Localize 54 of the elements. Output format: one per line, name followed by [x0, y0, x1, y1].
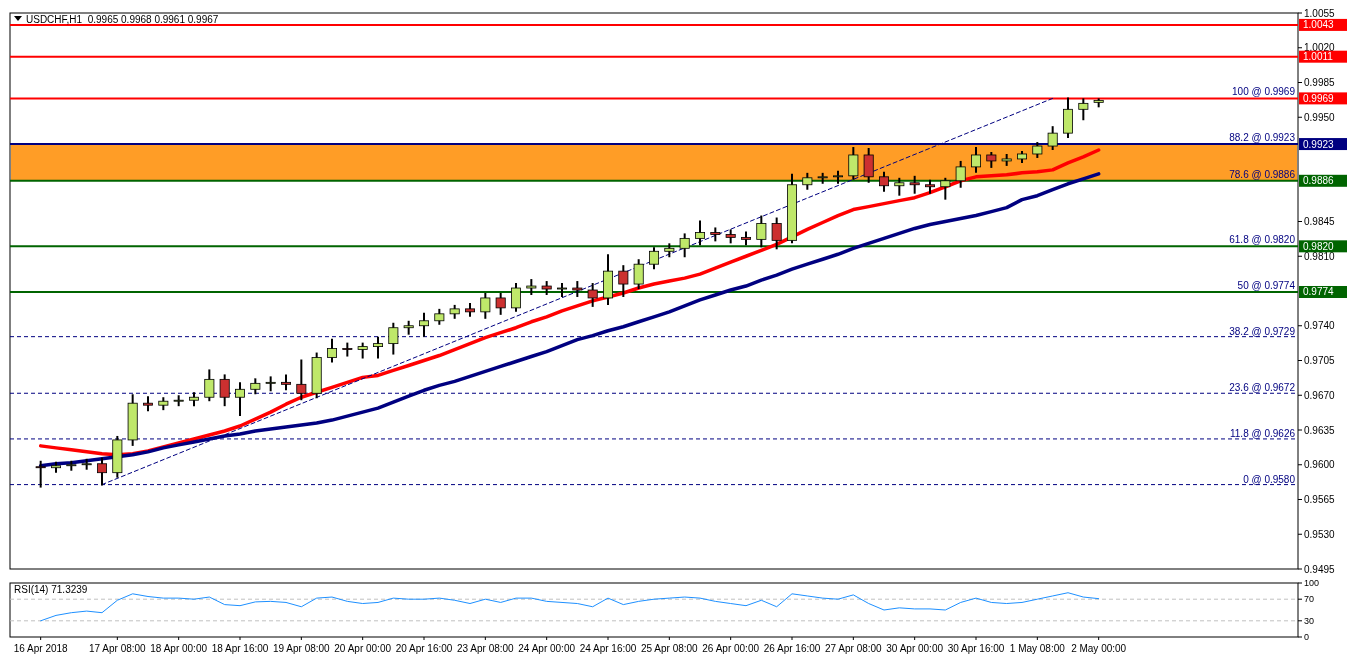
y-tick-label: 0: [1304, 632, 1310, 643]
y-tick-label: 0.9845: [1304, 216, 1336, 227]
y-tick-label: 70: [1304, 594, 1315, 605]
ref-line-label: 0.9774: [1303, 286, 1335, 298]
ref-line-label: 0.9820: [1303, 240, 1335, 252]
x-tick-label: 30 Apr 00:00: [886, 643, 944, 654]
chart-title: RSI(14) 71.3239: [14, 584, 88, 595]
y-tick-label: 0.9810: [1304, 250, 1336, 262]
chart-title: USDCHF,H1 0.9965 0.9968 0.9961 0.9967: [26, 14, 219, 25]
x-tick-label: 24 Apr 16:00: [579, 643, 637, 654]
ref-line-label: 1.0011: [1303, 51, 1334, 63]
x-tick-label: 24 Apr 00:00: [518, 643, 576, 654]
y-tick-label: 0.9530: [1304, 528, 1336, 540]
x-tick-label: 26 Apr 16:00: [763, 643, 821, 654]
x-tick-label: 2 May 00:00: [1071, 643, 1127, 654]
ref-line-label: 11.8 @ 0.9626: [1229, 427, 1296, 439]
x-tick-label: 26 Apr 00:00: [702, 643, 760, 654]
x-tick-label: 25 Apr 08:00: [640, 643, 699, 654]
y-tick-label: 0.9950: [1304, 111, 1336, 123]
ref-line-label: 1.0043: [1303, 19, 1335, 31]
y-tick-label: 0.9600: [1304, 459, 1336, 471]
y-tick-label: 1.0020: [1304, 42, 1336, 54]
x-tick-label: 18 Apr 16:00: [211, 643, 269, 654]
x-tick-label: 30 Apr 16:00: [947, 643, 1005, 654]
x-tick-label: 17 Apr 08:00: [88, 643, 147, 654]
ref-line-label: 0.9969: [1303, 92, 1335, 104]
ref-line-label: 0.9886: [1303, 175, 1335, 187]
y-tick-label: 100: [1304, 578, 1320, 589]
x-tick-label: 20 Apr 16:00: [395, 643, 453, 654]
x-tick-label: 18 Apr 00:00: [150, 643, 208, 654]
y-tick-label: 0.9705: [1304, 355, 1336, 366]
y-tick-label: 0.9635: [1304, 424, 1336, 436]
y-tick-label: 0.9740: [1304, 320, 1336, 332]
y-tick-label: 0.9495: [1304, 563, 1336, 575]
x-tick-label: 23 Apr 08:00: [456, 643, 515, 654]
x-tick-label: 27 Apr 08:00: [824, 643, 883, 654]
x-tick-label: 16 Apr 2018: [13, 643, 69, 654]
y-tick-label: 0.9565: [1304, 494, 1336, 505]
annotation: 100 @ 0.9969: [1232, 86, 1296, 98]
annotation: 78.6 @ 0.9886: [1229, 168, 1296, 180]
x-tick-label: 1 May 08:00: [1009, 643, 1066, 654]
x-tick-label: 19 Apr 08:00: [272, 643, 331, 654]
x-tick-label: 20 Apr 00:00: [334, 643, 392, 654]
ref-line-label: 0 @ 0.9580: [1243, 473, 1296, 485]
y-tick-label: 0.9670: [1304, 389, 1336, 401]
y-tick-label: 30: [1304, 615, 1315, 626]
ref-line-label: 38.2 @ 0.9729: [1229, 325, 1296, 337]
y-tick-label: 0.9985: [1304, 77, 1336, 88]
ref-line-label: 23.6 @ 0.9672: [1229, 382, 1296, 394]
ref-line-label: 0.9923: [1303, 138, 1335, 150]
y-tick-label: 1.0055: [1304, 7, 1336, 19]
annotation: 61.8 @ 0.9820: [1229, 234, 1296, 246]
annotation: 50 @ 0.9774: [1237, 279, 1296, 291]
annotation: 88.2 @ 0.9923: [1229, 132, 1296, 144]
